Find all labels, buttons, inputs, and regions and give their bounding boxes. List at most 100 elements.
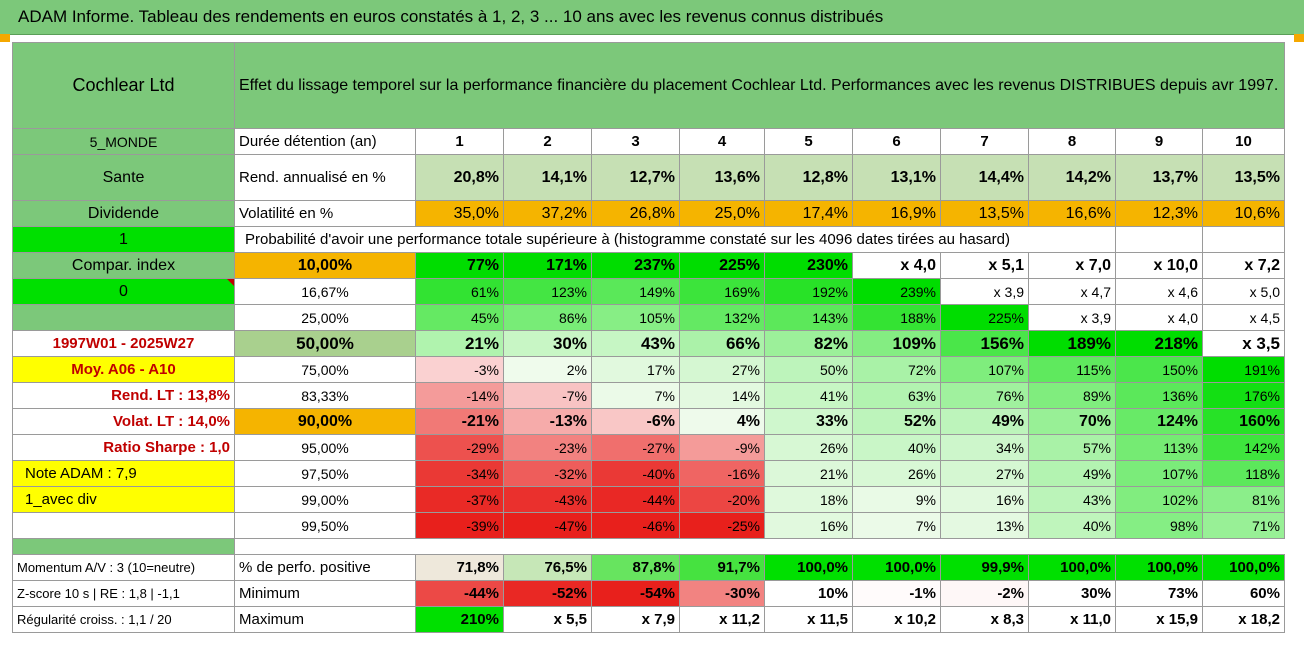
min-cell[interactable]: 60% bbox=[1202, 580, 1285, 607]
vol-cell[interactable]: 16,9% bbox=[852, 200, 941, 227]
flag-cell[interactable]: 1 bbox=[12, 226, 235, 253]
prob-value-cell[interactable]: 107% bbox=[1115, 460, 1203, 487]
pos-cell[interactable]: 100,0% bbox=[1028, 554, 1116, 581]
prob-value-cell[interactable]: 61% bbox=[415, 278, 504, 305]
min-cell[interactable]: -2% bbox=[940, 580, 1029, 607]
prob-value-cell[interactable]: 45% bbox=[415, 304, 504, 331]
prob-value-cell[interactable]: 169% bbox=[679, 278, 765, 305]
prob-value-cell[interactable]: -46% bbox=[591, 512, 680, 539]
rend-cell[interactable]: 12,8% bbox=[764, 154, 853, 201]
rend-cell[interactable]: 13,7% bbox=[1115, 154, 1203, 201]
year-header[interactable]: 9 bbox=[1115, 128, 1203, 155]
prob-value-cell[interactable]: 107% bbox=[940, 356, 1029, 383]
rend-label[interactable]: Rend. annualisé en % bbox=[234, 154, 416, 201]
min-cell[interactable]: -30% bbox=[679, 580, 765, 607]
vol-cell[interactable]: 17,4% bbox=[764, 200, 853, 227]
prob-value-cell[interactable]: 26% bbox=[852, 460, 941, 487]
prob-value-cell[interactable]: 50% bbox=[764, 356, 853, 383]
prob-value-cell[interactable]: -7% bbox=[503, 382, 592, 409]
year-header[interactable]: 1 bbox=[415, 128, 504, 155]
positive-perf-label[interactable]: % de perfo. positive bbox=[234, 554, 416, 581]
prob-value-cell[interactable]: 225% bbox=[940, 304, 1029, 331]
pos-cell[interactable]: 91,7% bbox=[679, 554, 765, 581]
max-cell[interactable]: x 11,2 bbox=[679, 606, 765, 633]
min-cell[interactable]: 30% bbox=[1028, 580, 1116, 607]
min-cell[interactable]: 73% bbox=[1115, 580, 1203, 607]
prob-value-cell[interactable]: 136% bbox=[1115, 382, 1203, 409]
max-cell[interactable]: x 5,5 bbox=[503, 606, 592, 633]
vol-cell[interactable]: 10,6% bbox=[1202, 200, 1285, 227]
prob-label[interactable]: Probabilité d'avoir une performance tota… bbox=[234, 226, 1116, 253]
prob-value-cell[interactable]: -6% bbox=[591, 408, 680, 435]
probability-threshold[interactable]: 95,00% bbox=[234, 434, 416, 461]
prob-value-cell[interactable]: 52% bbox=[852, 408, 941, 435]
max-cell[interactable]: x 11,5 bbox=[764, 606, 853, 633]
vol-cell[interactable]: 12,3% bbox=[1115, 200, 1203, 227]
max-cell[interactable]: x 15,9 bbox=[1115, 606, 1203, 633]
prob-value-cell[interactable]: 237% bbox=[591, 252, 680, 279]
prob-value-cell[interactable]: 171% bbox=[503, 252, 592, 279]
max-cell[interactable]: x 18,2 bbox=[1202, 606, 1285, 633]
prob-value-cell[interactable]: -13% bbox=[503, 408, 592, 435]
probability-threshold[interactable]: 75,00% bbox=[234, 356, 416, 383]
min-cell[interactable]: -54% bbox=[591, 580, 680, 607]
prob-value-cell[interactable]: 76% bbox=[940, 382, 1029, 409]
prob-value-cell[interactable]: 142% bbox=[1202, 434, 1285, 461]
rend-cell[interactable]: 12,7% bbox=[591, 154, 680, 201]
prob-value-cell[interactable]: 188% bbox=[852, 304, 941, 331]
prob-value-cell[interactable]: 109% bbox=[852, 330, 941, 357]
prob-value-cell[interactable]: 86% bbox=[503, 304, 592, 331]
prob-value-cell[interactable]: x 4,5 bbox=[1202, 304, 1285, 331]
empty-cell[interactable] bbox=[1202, 226, 1285, 253]
prob-value-cell[interactable]: -21% bbox=[415, 408, 504, 435]
zero-cell[interactable]: 0 bbox=[12, 278, 235, 305]
year-header[interactable]: 5 bbox=[764, 128, 853, 155]
volat-lt-cell[interactable]: Volat. LT : 14,0% bbox=[12, 408, 235, 435]
prob-value-cell[interactable]: 77% bbox=[415, 252, 504, 279]
min-cell[interactable]: -52% bbox=[503, 580, 592, 607]
sector-cell[interactable]: Sante bbox=[12, 154, 235, 201]
prob-value-cell[interactable]: 26% bbox=[764, 434, 853, 461]
probability-threshold[interactable]: 99,50% bbox=[234, 512, 416, 539]
avec-div-cell[interactable]: 1_avec div bbox=[12, 486, 235, 513]
description[interactable]: Effet du lissage temporel sur la perform… bbox=[234, 42, 1285, 129]
probability-threshold[interactable]: 25,00% bbox=[234, 304, 416, 331]
prob-value-cell[interactable]: x 3,9 bbox=[940, 278, 1029, 305]
vol-cell[interactable]: 16,6% bbox=[1028, 200, 1116, 227]
prob-value-cell[interactable]: 40% bbox=[1028, 512, 1116, 539]
maximum-label[interactable]: Maximum bbox=[234, 606, 416, 633]
prob-value-cell[interactable]: 118% bbox=[1202, 460, 1285, 487]
prob-value-cell[interactable]: 218% bbox=[1115, 330, 1203, 357]
prob-value-cell[interactable]: -14% bbox=[415, 382, 504, 409]
prob-value-cell[interactable]: -25% bbox=[679, 512, 765, 539]
momentum-cell[interactable]: Momentum A/V : 3 (10=neutre) bbox=[12, 554, 235, 581]
prob-value-cell[interactable]: x 5,1 bbox=[940, 252, 1029, 279]
prob-value-cell[interactable]: 230% bbox=[764, 252, 853, 279]
vol-cell[interactable]: 37,2% bbox=[503, 200, 592, 227]
prob-value-cell[interactable]: 70% bbox=[1028, 408, 1116, 435]
rend-cell[interactable]: 14,4% bbox=[940, 154, 1029, 201]
prob-value-cell[interactable]: 4% bbox=[679, 408, 765, 435]
year-header[interactable]: 10 bbox=[1202, 128, 1285, 155]
prob-value-cell[interactable]: -39% bbox=[415, 512, 504, 539]
prob-value-cell[interactable]: 160% bbox=[1202, 408, 1285, 435]
empty-cell[interactable] bbox=[1115, 226, 1203, 253]
prob-value-cell[interactable]: 225% bbox=[679, 252, 765, 279]
prob-value-cell[interactable]: x 10,0 bbox=[1115, 252, 1203, 279]
max-cell[interactable]: x 11,0 bbox=[1028, 606, 1116, 633]
prob-value-cell[interactable]: x 4,6 bbox=[1115, 278, 1203, 305]
prob-value-cell[interactable]: 72% bbox=[852, 356, 941, 383]
max-cell[interactable]: x 10,2 bbox=[852, 606, 941, 633]
prob-value-cell[interactable]: 105% bbox=[591, 304, 680, 331]
pos-cell[interactable]: 99,9% bbox=[940, 554, 1029, 581]
prob-value-cell[interactable]: 17% bbox=[591, 356, 680, 383]
vol-cell[interactable]: 13,5% bbox=[940, 200, 1029, 227]
prob-value-cell[interactable]: 18% bbox=[764, 486, 853, 513]
prob-value-cell[interactable]: 30% bbox=[503, 330, 592, 357]
prob-value-cell[interactable]: 49% bbox=[940, 408, 1029, 435]
zscore-cell[interactable]: Z-score 10 s | RE : 1,8 | -1,1 bbox=[12, 580, 235, 607]
rend-cell[interactable]: 13,5% bbox=[1202, 154, 1285, 201]
prob-value-cell[interactable]: 71% bbox=[1202, 512, 1285, 539]
prob-value-cell[interactable]: 40% bbox=[852, 434, 941, 461]
rend-cell[interactable]: 20,8% bbox=[415, 154, 504, 201]
